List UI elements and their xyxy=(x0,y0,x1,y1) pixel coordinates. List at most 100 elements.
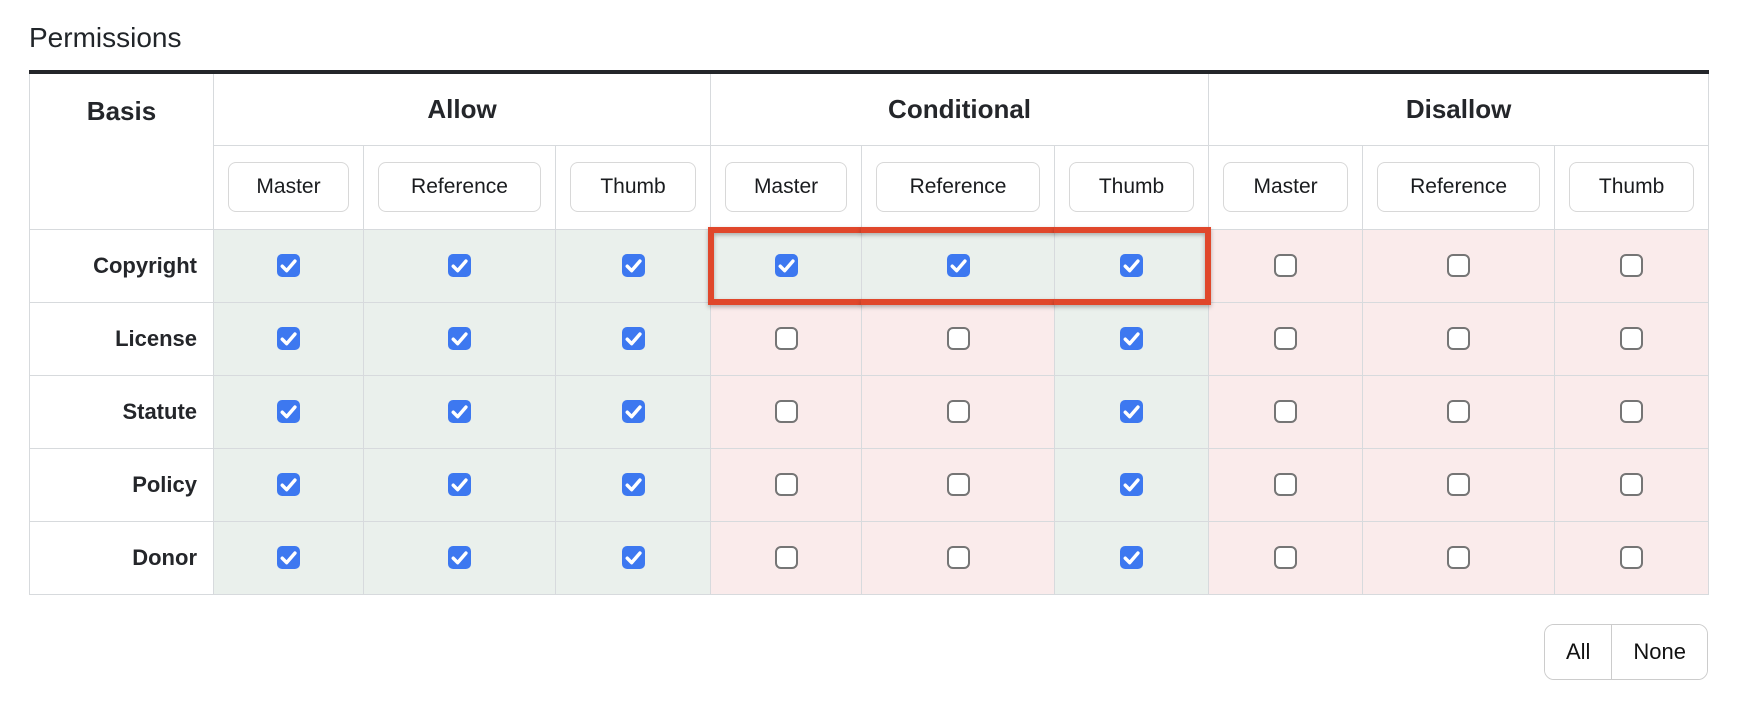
column-button-disallow-thumb[interactable]: Thumb xyxy=(1569,162,1695,212)
column-button-disallow-reference[interactable]: Reference xyxy=(1377,162,1541,212)
checkbox-copyright-allow-master[interactable] xyxy=(277,254,300,277)
checkbox-donor-disallow-master[interactable] xyxy=(1274,546,1298,569)
row-label-copyright: Copyright xyxy=(29,228,214,303)
button-group-divider xyxy=(1611,624,1613,679)
table-row-policy: Policy xyxy=(29,447,1710,522)
subheader-conditional-reference-cell: Reference xyxy=(861,144,1056,230)
row-label-license: License xyxy=(29,301,214,376)
column-button-allow-master[interactable]: Master xyxy=(228,162,349,212)
check-icon xyxy=(1123,332,1140,346)
checkbox-donor-disallow-thumb[interactable] xyxy=(1620,546,1644,569)
cell-donor-allow-thumb xyxy=(554,520,712,595)
permissions-panel: Permissions Basis Allow Conditional Disa… xyxy=(0,0,1737,680)
checkbox-copyright-allow-reference[interactable] xyxy=(448,254,471,277)
checkbox-license-allow-reference[interactable] xyxy=(448,327,471,350)
checkbox-statute-allow-thumb[interactable] xyxy=(621,400,645,423)
checkbox-donor-disallow-reference[interactable] xyxy=(1447,546,1471,569)
checkbox-license-conditional-thumb[interactable] xyxy=(1120,327,1144,350)
checkbox-copyright-conditional-master[interactable] xyxy=(774,254,798,277)
checkbox-policy-allow-master[interactable] xyxy=(277,473,300,496)
checkbox-policy-conditional-master[interactable] xyxy=(774,473,798,496)
subheader-disallow-thumb-cell: Thumb xyxy=(1554,144,1710,230)
check-icon xyxy=(451,259,468,273)
checkbox-statute-disallow-thumb[interactable] xyxy=(1620,400,1644,423)
checkbox-policy-disallow-master[interactable] xyxy=(1274,473,1298,496)
checkbox-statute-conditional-reference[interactable] xyxy=(946,400,970,423)
cell-donor-disallow-master xyxy=(1208,520,1364,595)
checkbox-copyright-conditional-reference[interactable] xyxy=(946,254,970,277)
cell-statute-disallow-master xyxy=(1208,374,1364,449)
checkbox-copyright-disallow-thumb[interactable] xyxy=(1620,254,1644,277)
cell-copyright-disallow-master xyxy=(1208,228,1364,303)
cell-policy-conditional-master xyxy=(710,447,863,522)
cell-policy-allow-reference xyxy=(363,447,556,522)
row-label-donor: Donor xyxy=(29,520,214,595)
all-button[interactable]: All xyxy=(1544,624,1612,679)
check-icon xyxy=(1123,478,1140,492)
select-all-none-group: All None xyxy=(1543,623,1708,680)
checkbox-statute-disallow-master[interactable] xyxy=(1274,400,1298,423)
table-row-donor: Donor xyxy=(29,520,1710,595)
cell-statute-allow-thumb xyxy=(554,374,712,449)
column-button-conditional-master[interactable]: Master xyxy=(725,162,848,212)
checkbox-statute-disallow-reference[interactable] xyxy=(1447,400,1471,423)
checkbox-license-conditional-reference[interactable] xyxy=(946,327,970,350)
checkbox-donor-conditional-reference[interactable] xyxy=(946,546,970,569)
check-icon xyxy=(451,405,468,419)
page-title: Permissions xyxy=(29,22,182,53)
subheader-allow-thumb-cell: Thumb xyxy=(554,144,712,230)
checkbox-policy-disallow-thumb[interactable] xyxy=(1620,473,1644,496)
checkbox-statute-conditional-thumb[interactable] xyxy=(1120,400,1144,423)
cell-policy-disallow-master xyxy=(1208,447,1364,522)
cell-statute-conditional-master xyxy=(710,374,863,449)
checkbox-license-conditional-master[interactable] xyxy=(774,327,798,350)
checkbox-policy-allow-reference[interactable] xyxy=(448,473,471,496)
checkbox-license-allow-thumb[interactable] xyxy=(621,327,645,350)
checkbox-copyright-disallow-reference[interactable] xyxy=(1447,254,1471,277)
column-button-allow-thumb[interactable]: Thumb xyxy=(570,162,697,212)
checkbox-policy-allow-thumb[interactable] xyxy=(621,473,645,496)
cell-license-allow-master xyxy=(213,301,364,376)
check-icon xyxy=(280,551,297,565)
cell-copyright-conditional-thumb xyxy=(1054,228,1210,303)
cell-policy-conditional-reference xyxy=(861,447,1056,522)
cell-donor-disallow-reference xyxy=(1362,520,1556,595)
checkbox-donor-allow-thumb[interactable] xyxy=(621,546,645,569)
checkbox-license-disallow-master[interactable] xyxy=(1274,327,1298,350)
row-label-policy: Policy xyxy=(29,447,214,522)
checkbox-policy-conditional-thumb[interactable] xyxy=(1120,473,1144,496)
check-icon xyxy=(625,259,642,273)
checkbox-license-allow-master[interactable] xyxy=(277,327,300,350)
column-button-conditional-thumb[interactable]: Thumb xyxy=(1069,162,1195,212)
checkbox-license-disallow-reference[interactable] xyxy=(1447,327,1471,350)
column-button-allow-reference[interactable]: Reference xyxy=(378,162,541,212)
checkbox-copyright-disallow-master[interactable] xyxy=(1274,254,1298,277)
checkbox-statute-allow-reference[interactable] xyxy=(448,400,471,423)
subheader-allow-master-cell: Master xyxy=(213,144,364,230)
checkbox-license-disallow-thumb[interactable] xyxy=(1620,327,1644,350)
checkbox-donor-conditional-master[interactable] xyxy=(774,546,798,569)
column-button-disallow-master[interactable]: Master xyxy=(1223,162,1349,212)
cell-policy-disallow-thumb xyxy=(1554,447,1710,522)
check-icon xyxy=(280,405,297,419)
checkbox-policy-conditional-reference[interactable] xyxy=(946,473,970,496)
checkbox-copyright-conditional-thumb[interactable] xyxy=(1120,254,1144,277)
cell-copyright-conditional-master xyxy=(710,228,863,303)
cell-copyright-conditional-reference xyxy=(861,228,1056,303)
group-header-row: Basis Allow Conditional Disallow xyxy=(29,71,1710,230)
cell-statute-conditional-reference xyxy=(861,374,1056,449)
cell-policy-disallow-reference xyxy=(1362,447,1556,522)
checkbox-policy-disallow-reference[interactable] xyxy=(1447,473,1471,496)
cell-donor-conditional-reference xyxy=(861,520,1056,595)
checkbox-donor-allow-master[interactable] xyxy=(277,546,300,569)
column-button-conditional-reference[interactable]: Reference xyxy=(876,162,1041,212)
permissions-table: Basis Allow Conditional Disallow Master … xyxy=(29,70,1710,595)
checkbox-statute-allow-master[interactable] xyxy=(277,400,300,423)
checkbox-copyright-allow-thumb[interactable] xyxy=(621,254,645,277)
checkbox-donor-allow-reference[interactable] xyxy=(448,546,471,569)
cell-copyright-allow-thumb xyxy=(554,228,712,303)
none-button[interactable]: None xyxy=(1612,624,1707,679)
cell-license-allow-reference xyxy=(363,301,556,376)
checkbox-donor-conditional-thumb[interactable] xyxy=(1120,546,1144,569)
checkbox-statute-conditional-master[interactable] xyxy=(774,400,798,423)
